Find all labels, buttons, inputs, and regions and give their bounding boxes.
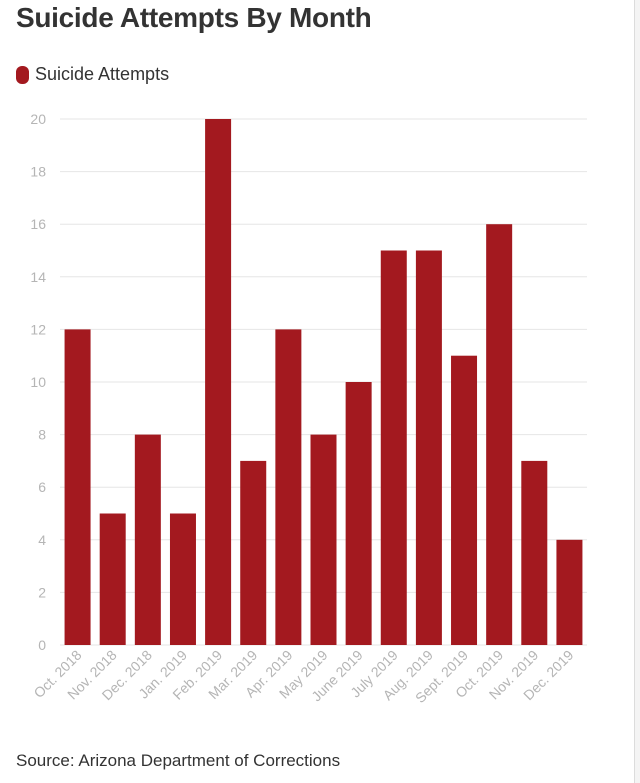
- y-tick-label: 16: [30, 216, 46, 232]
- bar[interactable]: [240, 460, 267, 645]
- bar[interactable]: [345, 382, 372, 645]
- legend[interactable]: Suicide Attempts: [16, 64, 169, 85]
- y-tick-label: 14: [30, 269, 46, 285]
- y-tick-label: 10: [30, 374, 46, 390]
- y-tick-label: 6: [38, 479, 46, 495]
- y-tick-label: 18: [30, 164, 46, 180]
- y-axis-ticks: 0 2 4 6 8 10 12 14 16 18 20: [30, 111, 46, 653]
- source-note: Source: Arizona Department of Correction…: [16, 751, 341, 770]
- legend-swatch: [16, 65, 29, 84]
- bar[interactable]: [310, 434, 337, 645]
- legend-label: Suicide Attempts: [35, 64, 170, 84]
- bar[interactable]: [205, 119, 232, 645]
- bar[interactable]: [556, 539, 583, 645]
- bar[interactable]: [99, 513, 126, 646]
- y-tick-label: 20: [30, 111, 46, 127]
- bar[interactable]: [275, 329, 302, 645]
- bar[interactable]: [415, 250, 442, 646]
- window-edge: [634, 0, 640, 783]
- bar[interactable]: [451, 355, 478, 645]
- bar[interactable]: [169, 513, 196, 646]
- bar[interactable]: [64, 329, 91, 645]
- y-tick-label: 0: [38, 637, 46, 653]
- y-tick-label: 12: [30, 321, 46, 337]
- bar[interactable]: [486, 224, 513, 645]
- bar[interactable]: [521, 460, 548, 645]
- y-tick-label: 2: [38, 584, 46, 600]
- y-tick-label: 4: [38, 532, 46, 548]
- bar[interactable]: [380, 250, 407, 646]
- bars: [64, 119, 583, 646]
- chart-title: Suicide Attempts By Month: [16, 2, 372, 33]
- y-tick-label: 8: [38, 427, 46, 443]
- bar[interactable]: [134, 434, 161, 645]
